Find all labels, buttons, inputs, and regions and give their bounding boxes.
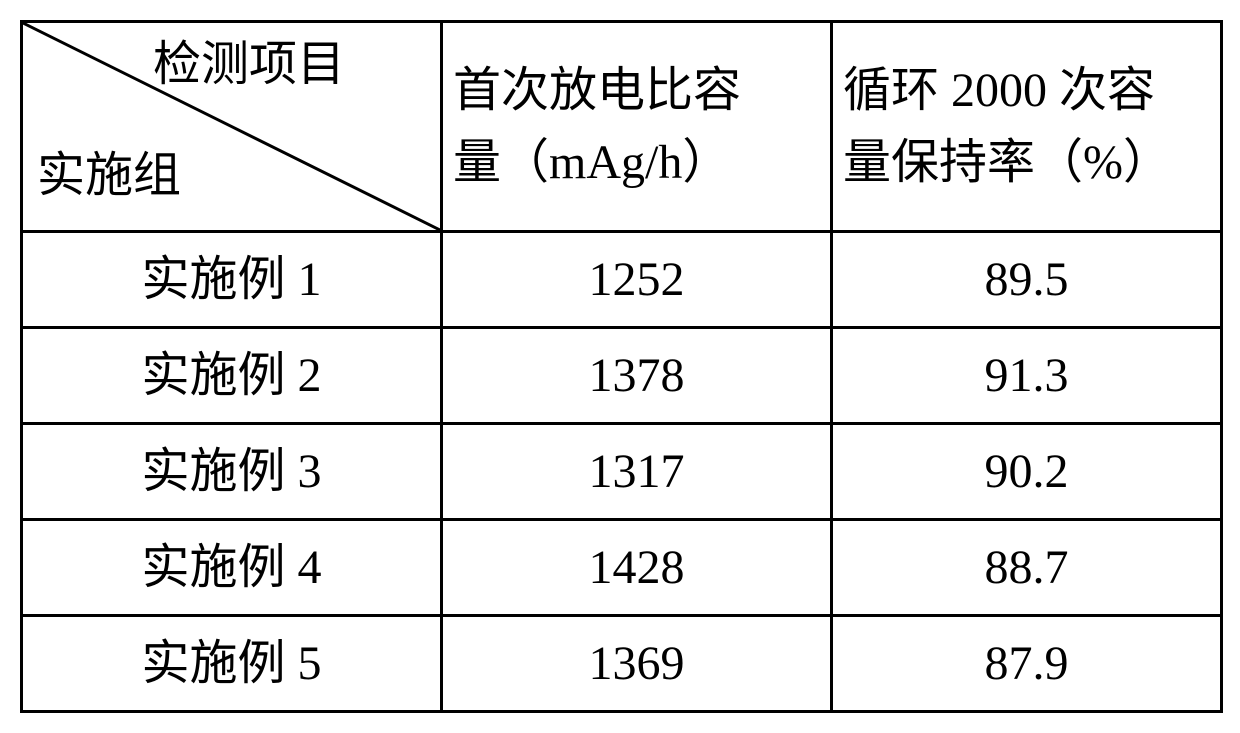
table-row: 实施例 4 1428 88.7 xyxy=(22,520,1222,616)
diagonal-header-cell: 检测项目 实施组 xyxy=(22,22,442,232)
row-retention: 88.7 xyxy=(832,520,1222,616)
row-retention: 87.9 xyxy=(832,616,1222,712)
row-capacity: 1428 xyxy=(442,520,832,616)
row-capacity: 1378 xyxy=(442,328,832,424)
table-header-row: 检测项目 实施组 首次放电比容 量（mAg/h） 循环 2000 次容 量保持率… xyxy=(22,22,1222,232)
column-header-retention-line2: 量保持率（%） xyxy=(843,127,1210,199)
row-retention: 91.3 xyxy=(832,328,1222,424)
row-capacity: 1252 xyxy=(442,232,832,328)
row-retention: 90.2 xyxy=(832,424,1222,520)
data-table: 检测项目 实施组 首次放电比容 量（mAg/h） 循环 2000 次容 量保持率… xyxy=(20,20,1223,713)
column-header-capacity: 首次放电比容 量（mAg/h） xyxy=(442,22,832,232)
table-row: 实施例 1 1252 89.5 xyxy=(22,232,1222,328)
table-row: 实施例 2 1378 91.3 xyxy=(22,328,1222,424)
column-header-retention-line1: 循环 2000 次容 xyxy=(843,55,1210,127)
row-capacity: 1369 xyxy=(442,616,832,712)
diagonal-top-label: 检测项目 xyxy=(153,29,420,101)
column-header-capacity-line1: 首次放电比容 xyxy=(453,55,820,127)
row-label: 实施例 1 xyxy=(22,232,442,328)
row-retention: 89.5 xyxy=(832,232,1222,328)
row-capacity: 1317 xyxy=(442,424,832,520)
table-row: 实施例 3 1317 90.2 xyxy=(22,424,1222,520)
row-label: 实施例 2 xyxy=(22,328,442,424)
column-header-capacity-line2: 量（mAg/h） xyxy=(453,127,820,199)
table-row: 实施例 5 1369 87.9 xyxy=(22,616,1222,712)
row-label: 实施例 3 xyxy=(22,424,442,520)
table-body: 实施例 1 1252 89.5 实施例 2 1378 91.3 实施例 3 13… xyxy=(22,232,1222,712)
row-label: 实施例 5 xyxy=(22,616,442,712)
data-table-container: 检测项目 实施组 首次放电比容 量（mAg/h） 循环 2000 次容 量保持率… xyxy=(20,20,1220,713)
column-header-retention: 循环 2000 次容 量保持率（%） xyxy=(832,22,1222,232)
diagonal-bottom-label: 实施组 xyxy=(37,140,181,212)
row-label: 实施例 4 xyxy=(22,520,442,616)
